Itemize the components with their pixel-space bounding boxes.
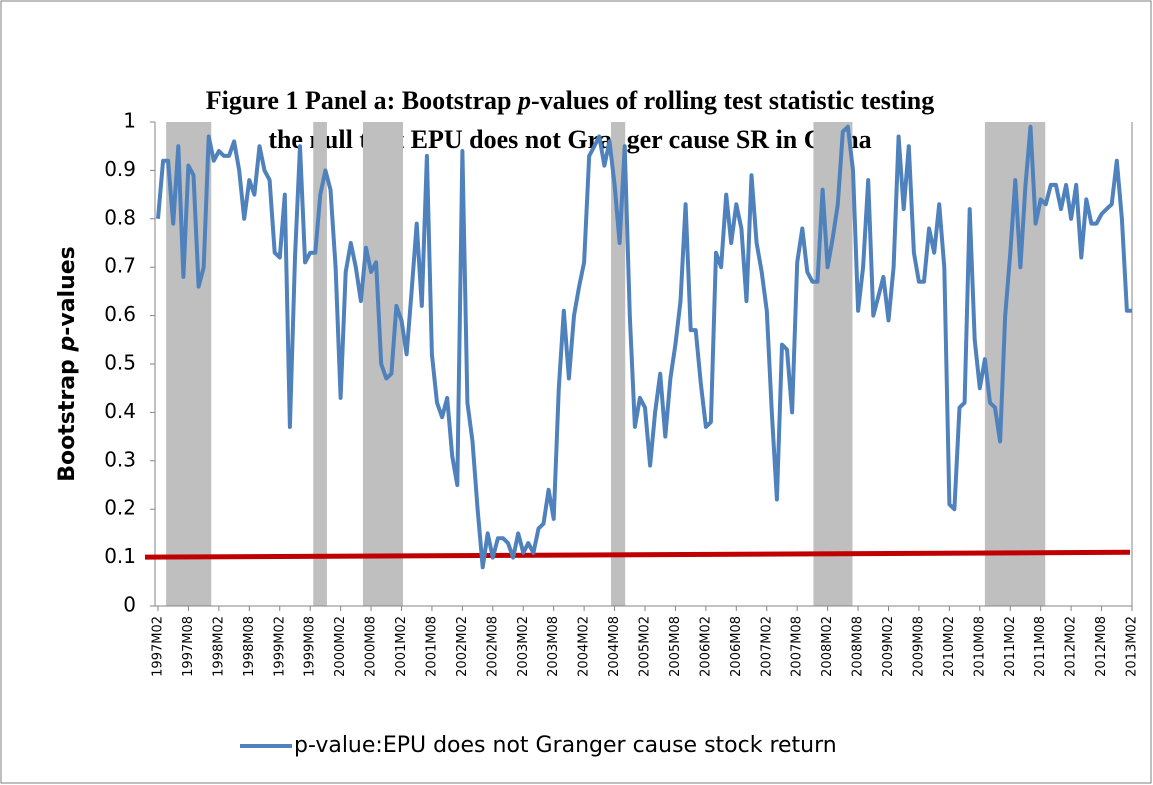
title-part: -values of rolling test statistic testin… (531, 86, 934, 115)
title-part: Figure 1 Panel a: Bootstrap (206, 86, 518, 115)
x-tick-label: 2008M08 (851, 616, 866, 677)
chart-title: Figure 1 Panel a: Bootstrap p-values of … (206, 86, 934, 115)
threshold-line (144, 549, 1131, 560)
x-tick-label: 1999M08 (303, 616, 318, 677)
x-tick-label: 2002M02 (455, 616, 470, 677)
chart-title: the null that EPU does not Granger cause… (268, 125, 871, 154)
x-tick-label: 2006M02 (698, 616, 713, 677)
x-tick-label: 2004M02 (577, 616, 592, 677)
x-tick-label: 2006M08 (729, 616, 744, 677)
shaded-period (813, 122, 853, 606)
x-tick-label: 2012M02 (1064, 616, 1079, 677)
x-tick-label: 1999M02 (272, 616, 287, 677)
x-tick-label: 2008M02 (820, 616, 835, 677)
y-axis-label: Bootstrap p-values (55, 246, 80, 482)
x-tick-label: 2012M08 (1094, 616, 1109, 677)
y-tick-label: 0 (123, 593, 136, 617)
y-tick-label: 0.7 (104, 254, 136, 278)
x-tick-label: 2000M08 (364, 616, 379, 677)
x-tick-label: 2005M02 (638, 616, 653, 677)
y-tick-label: 0.9 (104, 157, 136, 181)
y-label-part: p (55, 336, 80, 353)
x-tick-label: 2009M02 (881, 616, 896, 677)
x-tick-label: 2003M02 (516, 616, 531, 677)
x-tick-label: 1997M02 (151, 616, 166, 677)
x-tick-label: 2011M02 (1003, 616, 1018, 677)
y-tick-label: 0.2 (104, 496, 136, 520)
title-part: the null that EPU does not Granger cause… (268, 125, 871, 154)
shaded-period (611, 122, 626, 606)
x-tick-label: 1998M02 (211, 616, 226, 677)
x-tick-label: 2002M08 (485, 616, 500, 677)
x-tick-label: 2003M08 (546, 616, 561, 677)
y-tick-label: 1 (123, 109, 136, 133)
x-tick-label: 2007M02 (759, 616, 774, 677)
x-tick-label: 2001M08 (424, 616, 439, 677)
y-tick-label: 0.3 (104, 447, 136, 471)
x-tick-label: 2010M08 (972, 616, 987, 677)
x-tick-label: 2001M02 (394, 616, 409, 677)
series-line (156, 124, 1132, 570)
x-tick-label: 1998M08 (242, 616, 257, 677)
x-tick-label: 2007M08 (790, 616, 805, 677)
x-tick-label: 2005M08 (668, 616, 683, 677)
y-tick-label: 0.8 (104, 205, 136, 229)
x-tick-label: 2013M02 (1125, 616, 1140, 677)
y-tick-label: 0.1 (104, 544, 136, 568)
y-label-part: -values (55, 246, 80, 336)
x-tick-label: 2000M02 (333, 616, 348, 677)
x-tick-label: 2010M02 (942, 616, 957, 677)
y-tick-label: 0.4 (104, 399, 136, 423)
x-tick-label: 2009M08 (911, 616, 926, 677)
y-tick-label: 0.5 (104, 351, 136, 375)
x-tick-label: 2004M08 (607, 616, 622, 677)
x-tick-label: 2011M08 (1033, 616, 1048, 677)
x-tick-label: 1997M08 (181, 616, 196, 677)
title-part: p (516, 86, 531, 115)
y-tick-label: 0.6 (104, 302, 136, 326)
y-label-part: Bootstrap (55, 352, 80, 482)
legend-label: p-value:EPU does not Granger cause stock… (294, 733, 837, 758)
